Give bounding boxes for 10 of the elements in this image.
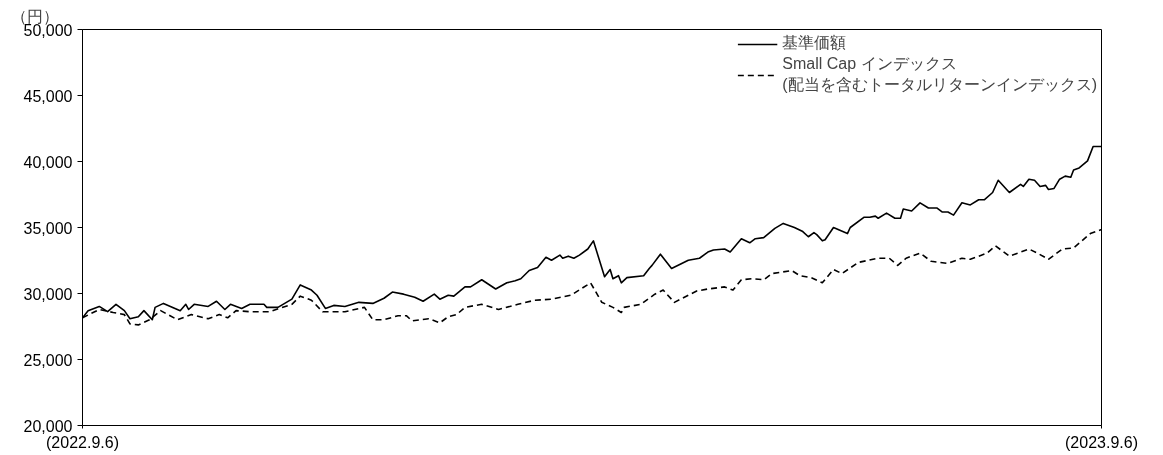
y-tick-label: 20,000 [23,417,73,435]
y-tick-label: 25,000 [23,351,73,369]
y-tick-label: 30,000 [23,285,73,303]
x-tick-label: (2023.9.6) [1065,433,1138,451]
y-tick-label: 45,000 [23,87,73,105]
y-tick-label: 35,000 [23,219,73,237]
legend-label: 基準価額 [782,33,847,53]
y-tick-label: 40,000 [23,153,73,171]
legend-label: Small Cap インデックス (配当を含むトータルリターンインデックス) [782,54,1097,95]
x-tick-label: (2022.9.6) [46,433,119,451]
